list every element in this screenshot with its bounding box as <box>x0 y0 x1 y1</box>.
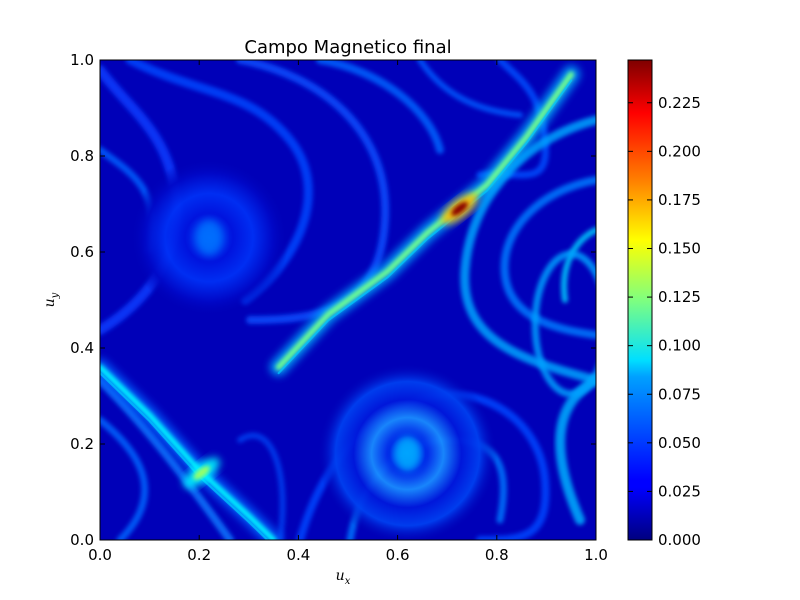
x-axis-label-main: u <box>336 568 345 584</box>
field-band <box>417 60 523 118</box>
colorbar-gradient <box>627 59 653 541</box>
field-band <box>237 432 286 540</box>
x-axis-label-sub: x <box>345 576 351 587</box>
heatmap-field <box>100 60 596 540</box>
y-tick-label: 1.0 <box>70 51 94 69</box>
field-band <box>100 416 149 540</box>
field-band <box>236 60 390 324</box>
y-tick-label: 0.0 <box>70 531 94 549</box>
vortex-core <box>393 435 422 472</box>
colorbar: 0.000 0.025 0.050 0.075 0.100 0.125 0.150 0.175… <box>627 59 701 549</box>
colorbar-tick-label: 0.150 <box>658 240 701 258</box>
colorbar-ticks: 0.000 0.025 0.050 0.075 0.100 0.125 0.150 0.175… <box>628 94 701 549</box>
chart-title: Campo Magnetico final <box>244 37 451 58</box>
x-tick-label: 0.8 <box>485 546 509 564</box>
colorbar-tick-label: 0.025 <box>658 482 701 500</box>
plot-frame <box>99 59 597 541</box>
x-tick-label: 0.0 <box>88 546 112 564</box>
x-axis-label: ux <box>336 568 351 587</box>
y-axis: 0.0 0.2 0.4 0.6 0.8 1.0 <box>70 51 596 549</box>
colorbar-tick-label: 0.050 <box>658 434 701 452</box>
vortex-core <box>195 219 224 256</box>
y-tick-label: 0.2 <box>70 435 94 453</box>
x-tick-label: 1.0 <box>584 546 608 564</box>
hotspot-core <box>193 465 210 480</box>
colorbar-tick-label: 0.125 <box>658 288 701 306</box>
field-band <box>316 60 444 154</box>
colorbar-tick-label: 0.075 <box>658 385 701 403</box>
colorbar-tick-label: 0.000 <box>658 531 701 549</box>
y-axis-label: uy <box>42 292 61 307</box>
field-band <box>100 376 234 540</box>
hotspot-core <box>451 201 468 216</box>
heatmap-plot-area <box>100 60 596 540</box>
y-tick-label: 0.6 <box>70 243 94 261</box>
field-band <box>460 115 596 385</box>
x-tick-label: 0.4 <box>286 546 310 564</box>
colorbar-tick-label: 0.100 <box>658 337 701 355</box>
ridge-edge <box>277 79 573 375</box>
y-tick-label: 0.8 <box>70 147 94 165</box>
colorbar-tick-label: 0.175 <box>658 191 701 209</box>
y-axis-label-sub: y <box>50 292 61 299</box>
x-tick-label: 0.6 <box>386 546 410 564</box>
field-band <box>500 176 596 339</box>
y-axis-label-main: u <box>42 298 58 307</box>
colorbar-tick-label: 0.200 <box>658 142 701 160</box>
field-arc <box>531 250 596 398</box>
x-tick-label: 0.2 <box>187 546 211 564</box>
colorbar-tick-label: 0.225 <box>658 94 701 112</box>
y-tick-label: 0.4 <box>70 339 94 357</box>
x-axis: 0.0 0.2 0.4 0.6 0.8 1.0 <box>88 60 608 564</box>
